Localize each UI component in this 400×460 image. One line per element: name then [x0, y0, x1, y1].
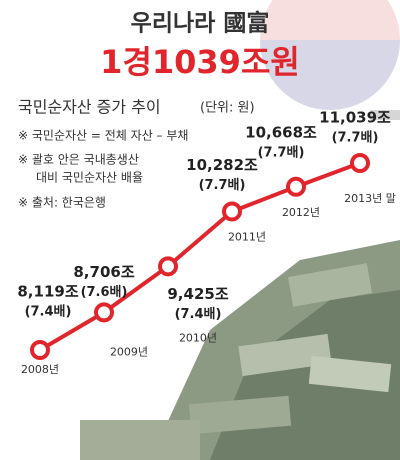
marker — [158, 256, 178, 277]
marker — [286, 176, 306, 197]
x-label: 2009년 — [110, 345, 148, 358]
value-label: 10,282조 — [186, 156, 258, 174]
line — [38, 161, 361, 352]
flag-decoration — [260, 0, 400, 120]
ratio-label: (7.7배) — [199, 177, 246, 193]
ratio-label: (7.4배) — [175, 306, 222, 322]
title: 우리나라 國富 — [131, 10, 270, 37]
subtitle: 1경1039조원 — [100, 43, 300, 81]
x-label: 2013년 말 — [344, 192, 396, 205]
marker — [350, 153, 370, 173]
value-label: 11,039조 — [319, 109, 391, 127]
note: ※ 국민순자산 = 전체 자산 – 부채 — [18, 129, 188, 143]
note: ※ 출처: 한국은행 — [18, 195, 106, 210]
marker — [94, 302, 114, 323]
marker — [30, 340, 50, 360]
ratio-label: (7.6배) — [81, 284, 128, 300]
money-decoration — [80, 240, 400, 460]
x-label: 2010년 — [179, 331, 217, 344]
value-label: 9,425조 — [167, 285, 228, 303]
unit-note: (단위: 원) — [200, 101, 255, 116]
note: 대비 국민순자산 배율 — [36, 171, 143, 185]
ratio-label: (7.7배) — [258, 144, 305, 160]
value-label: 8,119조 — [17, 283, 78, 301]
value-label: 8,706조 — [73, 263, 134, 281]
chart-title: 국민순자산 증가 추이 — [18, 98, 161, 117]
value-label: 10,668조 — [245, 123, 317, 141]
ratio-label: (7.4배) — [25, 304, 72, 320]
x-label: 2008년 — [21, 363, 59, 376]
marker — [222, 201, 242, 222]
x-label: 2011년 — [228, 230, 266, 243]
note: ※ 괄호 안은 국내총생산 — [18, 153, 139, 167]
ratio-label: (7.7배) — [332, 130, 379, 146]
x-label: 2012년 — [282, 206, 320, 219]
